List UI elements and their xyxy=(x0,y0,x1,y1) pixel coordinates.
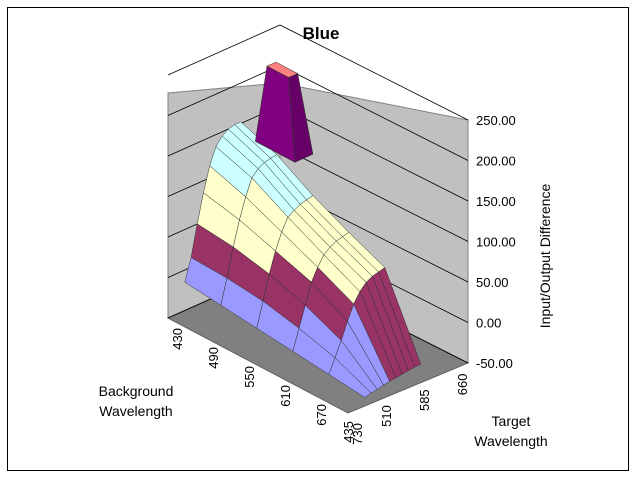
x-tick-label: 670 xyxy=(314,404,329,426)
axis-ticks: 250.00 200.00 150.00 100.00 50.00 0.00 -50.00 4… xyxy=(170,113,516,445)
y-axis-label-line1: Target xyxy=(492,413,531,429)
y-tick-label: 435 xyxy=(341,421,356,443)
z-axis-label: Input/Output Difference xyxy=(537,184,553,329)
z-tick-label: 250.00 xyxy=(476,113,516,128)
surface-mesh xyxy=(184,61,422,398)
surface-chart: Blue 250.00 200.00 150.00 100.00 50.00 0.00 -5… xyxy=(99,24,553,449)
y-tick-label: 510 xyxy=(379,405,394,427)
x-tick-label: 550 xyxy=(242,366,257,388)
surface-cell xyxy=(328,357,372,398)
y-tick-label: 660 xyxy=(455,374,470,396)
x-axis-label-line1: Background xyxy=(99,383,174,399)
z-tick-label: 150.00 xyxy=(476,194,516,209)
chart-frame: Blue 250.00 200.00 150.00 100.00 50.00 0.00 -5… xyxy=(7,7,629,471)
y-tick-label: 585 xyxy=(417,389,432,411)
z-gridline xyxy=(167,24,469,121)
z-tick-label: 100.00 xyxy=(476,235,516,250)
x-tick-label: 730 xyxy=(350,423,365,445)
z-tick-label: -50.00 xyxy=(476,356,513,371)
z-tick-label: 0.00 xyxy=(476,316,501,331)
z-tick-label: 200.00 xyxy=(476,154,516,169)
x-tick-label: 430 xyxy=(170,328,185,350)
x-tick-label: 610 xyxy=(278,385,293,407)
x-tick-label: 490 xyxy=(206,347,221,369)
peak-top-face xyxy=(266,61,299,78)
y-axis-label-line2: Wavelength xyxy=(474,433,547,449)
chart-title: Blue xyxy=(303,24,340,43)
x-axis-label-line2: Wavelength xyxy=(99,403,172,419)
z-tick-label: 50.00 xyxy=(476,275,509,290)
